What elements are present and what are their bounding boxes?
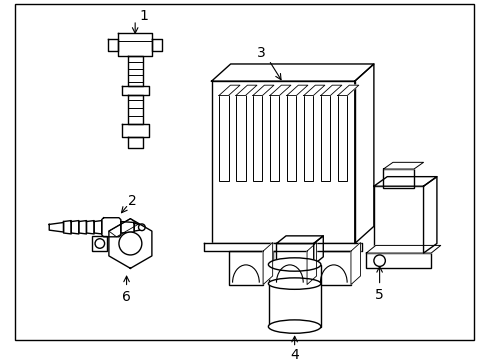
Polygon shape <box>134 224 140 231</box>
Polygon shape <box>121 221 134 233</box>
Text: 4: 4 <box>290 348 298 360</box>
Ellipse shape <box>268 320 320 333</box>
Polygon shape <box>306 243 316 284</box>
Bar <box>228 251 263 284</box>
Bar <box>219 95 228 181</box>
Polygon shape <box>263 243 272 284</box>
Polygon shape <box>49 222 63 232</box>
Polygon shape <box>118 33 152 56</box>
Polygon shape <box>203 243 362 251</box>
Bar <box>236 95 245 181</box>
Text: 6: 6 <box>122 290 131 304</box>
Polygon shape <box>366 246 440 253</box>
Bar <box>276 243 313 265</box>
Polygon shape <box>423 177 436 253</box>
Circle shape <box>119 232 142 255</box>
Polygon shape <box>122 124 148 136</box>
Polygon shape <box>102 218 121 237</box>
Polygon shape <box>354 64 373 243</box>
Polygon shape <box>71 221 79 234</box>
Text: 5: 5 <box>374 288 383 302</box>
Bar <box>366 253 430 268</box>
Circle shape <box>95 239 104 248</box>
Polygon shape <box>86 221 94 234</box>
Polygon shape <box>350 243 360 284</box>
Text: 2: 2 <box>128 194 137 207</box>
Circle shape <box>138 224 145 231</box>
Polygon shape <box>127 136 142 148</box>
Polygon shape <box>127 56 142 86</box>
Polygon shape <box>79 221 86 234</box>
Bar <box>337 95 346 181</box>
Polygon shape <box>109 219 152 268</box>
Polygon shape <box>63 221 71 234</box>
Polygon shape <box>236 85 256 95</box>
Bar <box>252 95 262 181</box>
Bar <box>92 236 107 251</box>
Polygon shape <box>127 95 142 124</box>
Bar <box>373 186 423 253</box>
Ellipse shape <box>268 278 320 289</box>
Polygon shape <box>269 85 290 95</box>
Polygon shape <box>108 39 118 51</box>
Bar <box>383 169 413 188</box>
Circle shape <box>373 255 385 266</box>
Ellipse shape <box>268 258 320 271</box>
Polygon shape <box>152 39 162 51</box>
Polygon shape <box>313 236 323 265</box>
Bar <box>269 95 279 181</box>
Polygon shape <box>276 236 323 243</box>
Polygon shape <box>383 162 423 169</box>
Polygon shape <box>320 85 341 95</box>
Polygon shape <box>219 85 240 95</box>
Polygon shape <box>94 221 102 234</box>
Polygon shape <box>303 85 324 95</box>
Polygon shape <box>109 219 138 237</box>
Bar <box>272 251 306 284</box>
Bar <box>320 95 330 181</box>
Bar <box>303 95 313 181</box>
Text: 3: 3 <box>257 45 265 59</box>
Polygon shape <box>286 85 307 95</box>
Bar <box>268 265 321 327</box>
Polygon shape <box>252 85 273 95</box>
Polygon shape <box>337 85 358 95</box>
Text: 1: 1 <box>139 9 147 23</box>
Bar <box>211 81 354 243</box>
Polygon shape <box>373 177 436 186</box>
Polygon shape <box>122 86 148 95</box>
Polygon shape <box>211 64 373 81</box>
Bar <box>286 95 296 181</box>
Bar <box>316 251 350 284</box>
